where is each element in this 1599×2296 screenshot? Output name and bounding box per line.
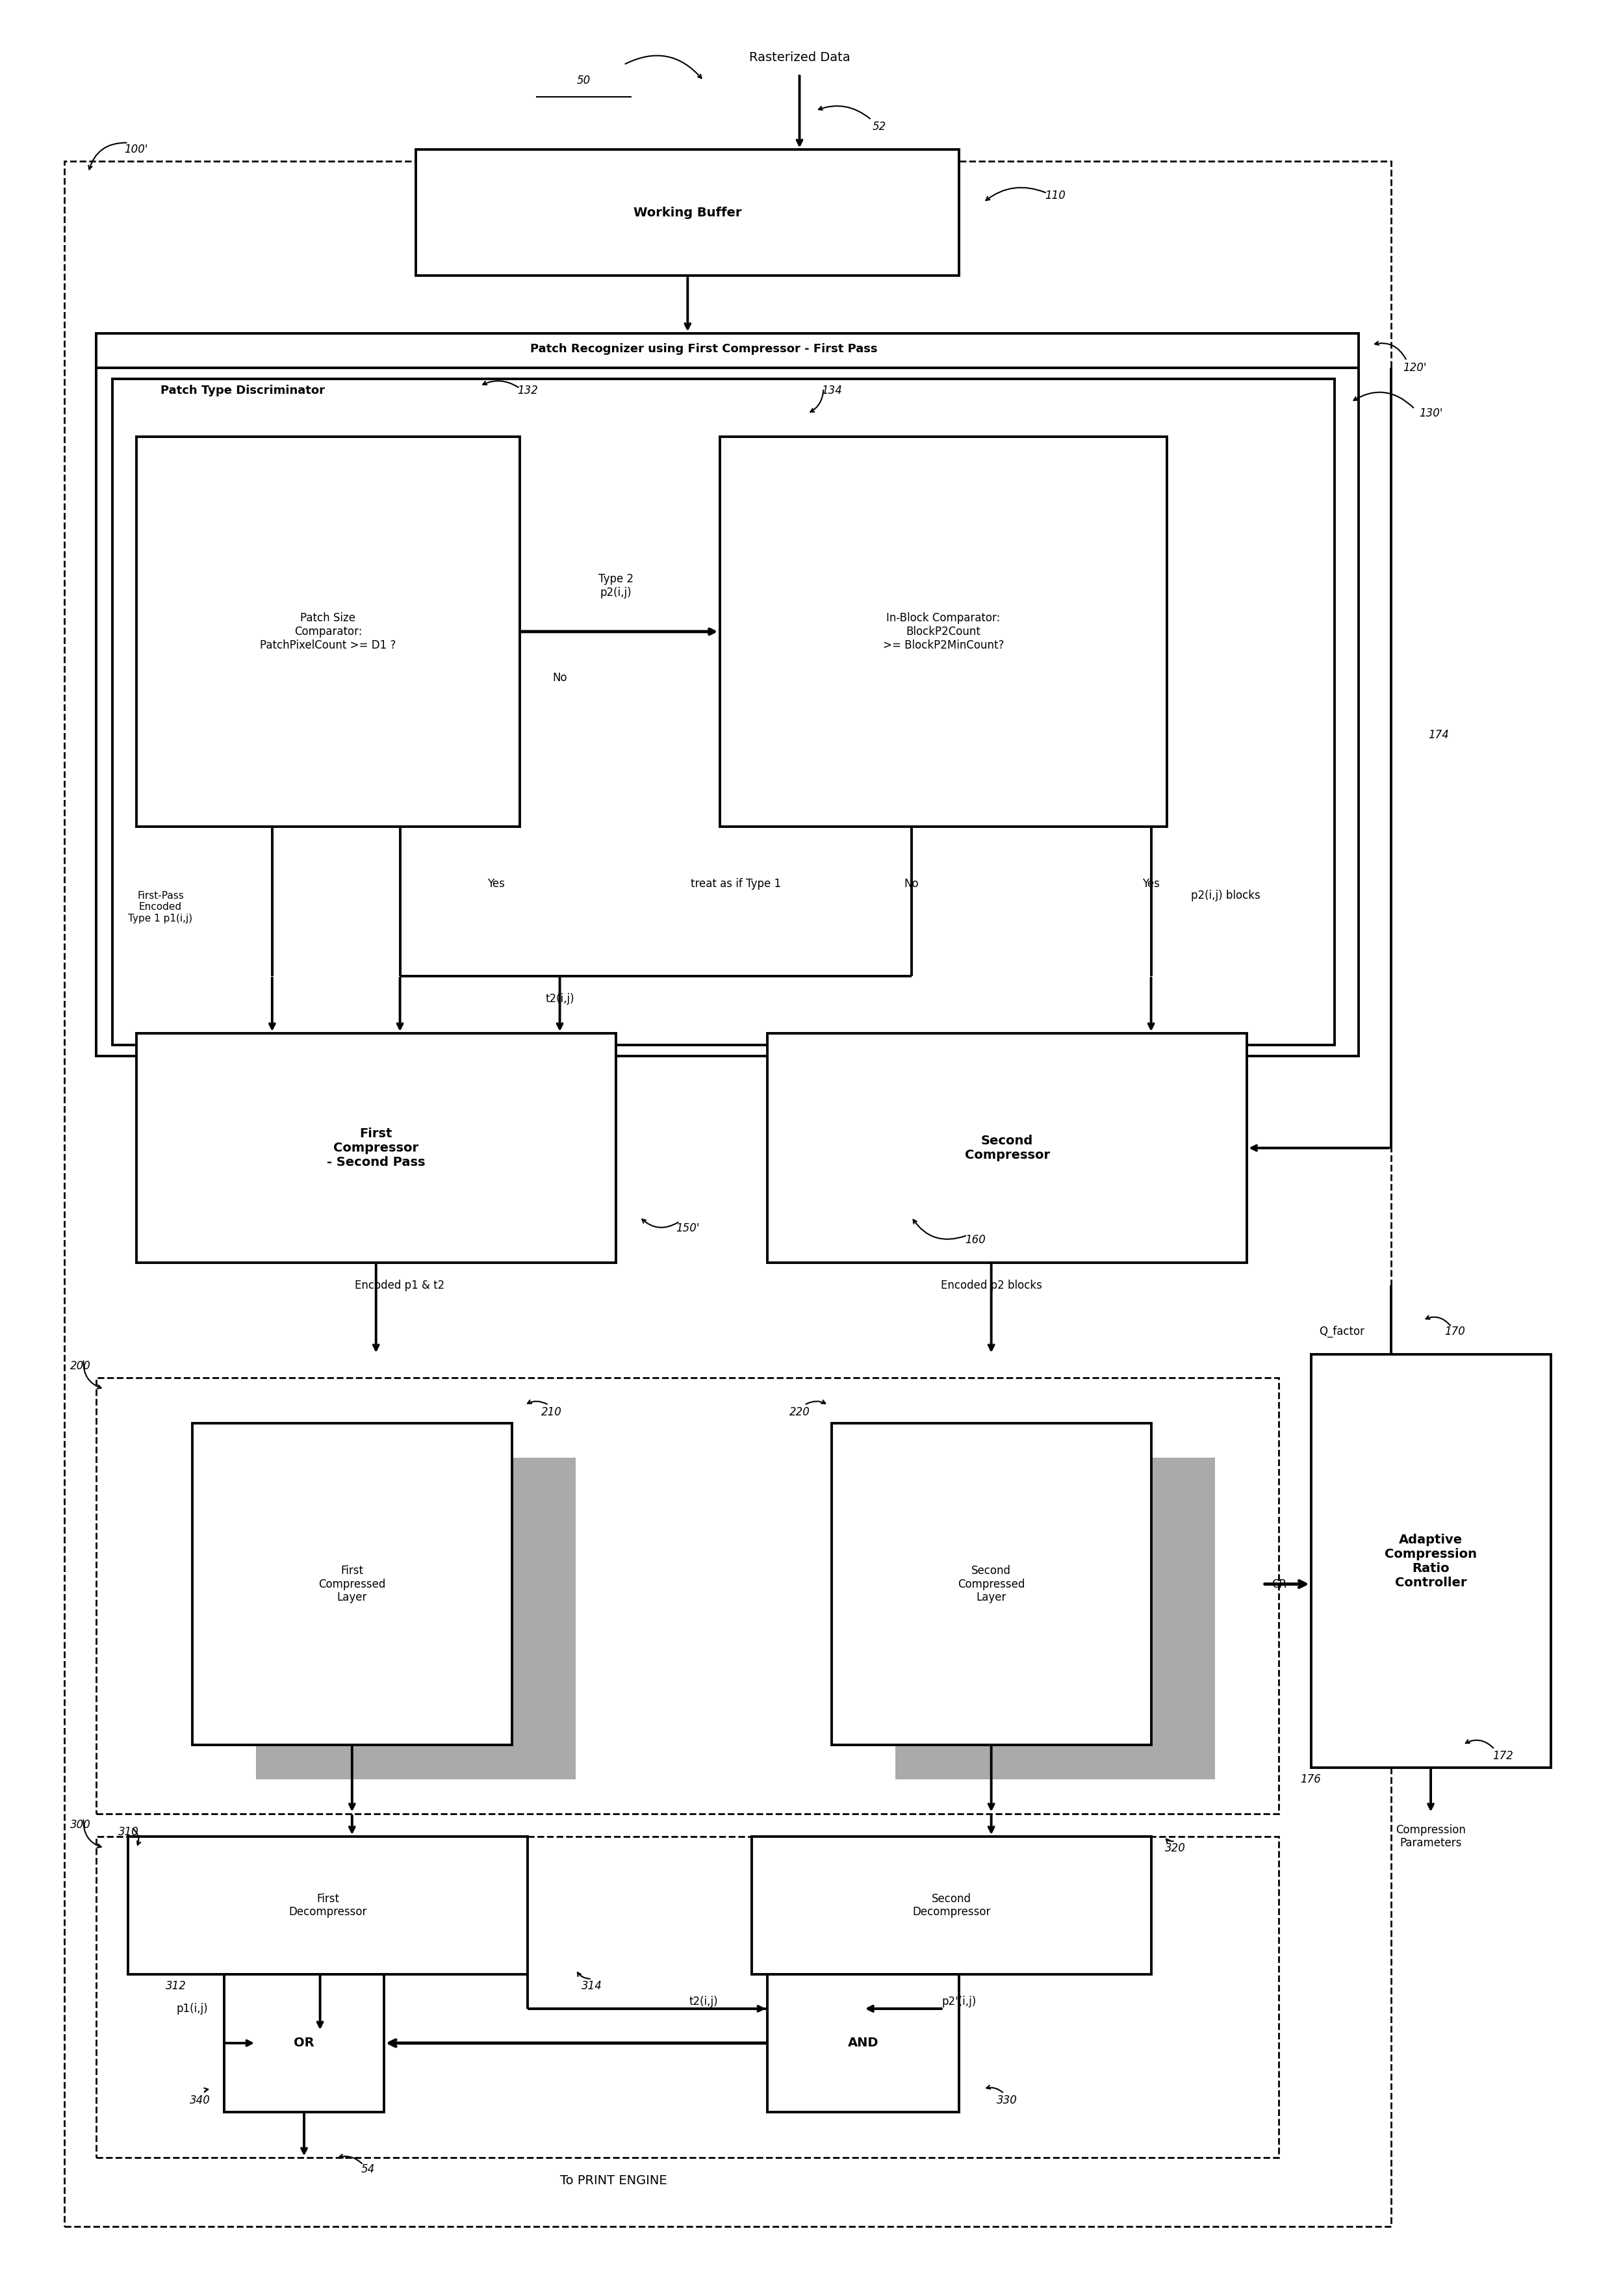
- Text: No: No: [903, 877, 919, 891]
- Text: 340: 340: [190, 2094, 211, 2105]
- Text: Second
Compressed
Layer: Second Compressed Layer: [958, 1564, 1025, 1603]
- Bar: [128, 1837, 528, 1975]
- Text: 300: 300: [70, 1818, 91, 1830]
- Text: OR: OR: [294, 2037, 315, 2050]
- Bar: [136, 436, 520, 827]
- Text: Second
Decompressor: Second Decompressor: [911, 1892, 990, 1917]
- Text: In-Block Comparator:
BlockP2Count
>= BlockP2MinCount?: In-Block Comparator: BlockP2Count >= Blo…: [883, 613, 1004, 652]
- Text: p2(i,j) blocks: p2(i,j) blocks: [1191, 889, 1260, 902]
- Bar: [96, 1378, 1279, 1814]
- Text: 134: 134: [822, 386, 841, 397]
- Text: p1(i,j): p1(i,j): [176, 2002, 208, 2014]
- Text: 52: 52: [873, 122, 886, 133]
- Text: Patch Type Discriminator: Patch Type Discriminator: [160, 386, 325, 397]
- Text: Working Buffer: Working Buffer: [633, 207, 742, 218]
- Text: 50: 50: [577, 76, 590, 87]
- Bar: [720, 436, 1167, 827]
- Text: 120': 120': [1402, 363, 1426, 374]
- Text: 312: 312: [166, 1979, 187, 1991]
- Bar: [64, 161, 1391, 2227]
- Text: Patch Size
Comparator:
PatchPixelCount >= D1 ?: Patch Size Comparator: PatchPixelCount >…: [261, 613, 397, 652]
- Text: p2'(i,j): p2'(i,j): [942, 1995, 977, 2007]
- Text: 132: 132: [518, 386, 539, 397]
- Text: First-Pass
Encoded
Type 1 p1(i,j): First-Pass Encoded Type 1 p1(i,j): [128, 891, 193, 923]
- Text: Yes: Yes: [1142, 877, 1159, 891]
- Text: To PRINT ENGINE: To PRINT ENGINE: [560, 2174, 667, 2188]
- Text: 170: 170: [1444, 1325, 1465, 1339]
- Bar: [112, 379, 1335, 1045]
- Text: Encoded p2 blocks: Encoded p2 blocks: [940, 1279, 1043, 1293]
- Text: treat as if Type 1: treat as if Type 1: [691, 877, 780, 891]
- Text: 210: 210: [542, 1405, 563, 1419]
- Text: Q_factor: Q_factor: [1319, 1325, 1364, 1339]
- Bar: [224, 1975, 384, 2112]
- Text: 54: 54: [361, 2163, 374, 2174]
- Bar: [96, 1837, 1279, 2158]
- Bar: [895, 1458, 1215, 1779]
- Text: No: No: [552, 673, 568, 684]
- Text: 330: 330: [996, 2094, 1017, 2105]
- Bar: [256, 1458, 576, 1779]
- Text: 320: 320: [1164, 1841, 1185, 1853]
- Bar: [136, 1033, 616, 1263]
- Bar: [752, 1837, 1151, 1975]
- Text: Rasterized Data: Rasterized Data: [748, 51, 851, 64]
- Text: Adaptive
Compression
Ratio
Controller: Adaptive Compression Ratio Controller: [1385, 1534, 1477, 1589]
- Text: 100': 100': [125, 145, 149, 156]
- Text: Type 2
p2(i,j): Type 2 p2(i,j): [598, 574, 633, 599]
- Text: t2(i,j): t2(i,j): [689, 1995, 718, 2007]
- Text: First
Compressed
Layer: First Compressed Layer: [318, 1564, 385, 1603]
- Text: 174: 174: [1428, 730, 1449, 742]
- Bar: [1311, 1355, 1551, 1768]
- Bar: [192, 1424, 512, 1745]
- Text: Encoded p1 & t2: Encoded p1 & t2: [355, 1279, 445, 1293]
- Text: First
Compressor
- Second Pass: First Compressor - Second Pass: [326, 1127, 425, 1169]
- Text: Second
Compressor: Second Compressor: [964, 1134, 1051, 1162]
- Bar: [831, 1424, 1151, 1745]
- Text: Yes: Yes: [488, 877, 505, 891]
- Text: 160: 160: [964, 1233, 985, 1247]
- Text: Compression
Parameters: Compression Parameters: [1396, 1823, 1466, 1848]
- Bar: [416, 149, 959, 276]
- Text: 220: 220: [790, 1405, 809, 1419]
- Text: 314: 314: [582, 1979, 603, 1991]
- Bar: [768, 1975, 959, 2112]
- Text: 176: 176: [1300, 1773, 1321, 1784]
- Text: AND: AND: [847, 2037, 879, 2050]
- Text: 200: 200: [70, 1359, 91, 1373]
- Text: t2(i,j): t2(i,j): [545, 992, 574, 1006]
- Text: First
Decompressor: First Decompressor: [289, 1892, 368, 1917]
- Text: 150': 150': [676, 1221, 699, 1235]
- Text: 172: 172: [1492, 1750, 1513, 1761]
- Text: 130': 130': [1418, 409, 1442, 420]
- Text: 310: 310: [118, 1825, 139, 1837]
- Bar: [96, 333, 1359, 1056]
- Text: Patch Recognizer using First Compressor - First Pass: Patch Recognizer using First Compressor …: [529, 344, 878, 356]
- Text: 110: 110: [1044, 191, 1065, 202]
- Bar: [768, 1033, 1247, 1263]
- Text: CR: CR: [1271, 1577, 1287, 1589]
